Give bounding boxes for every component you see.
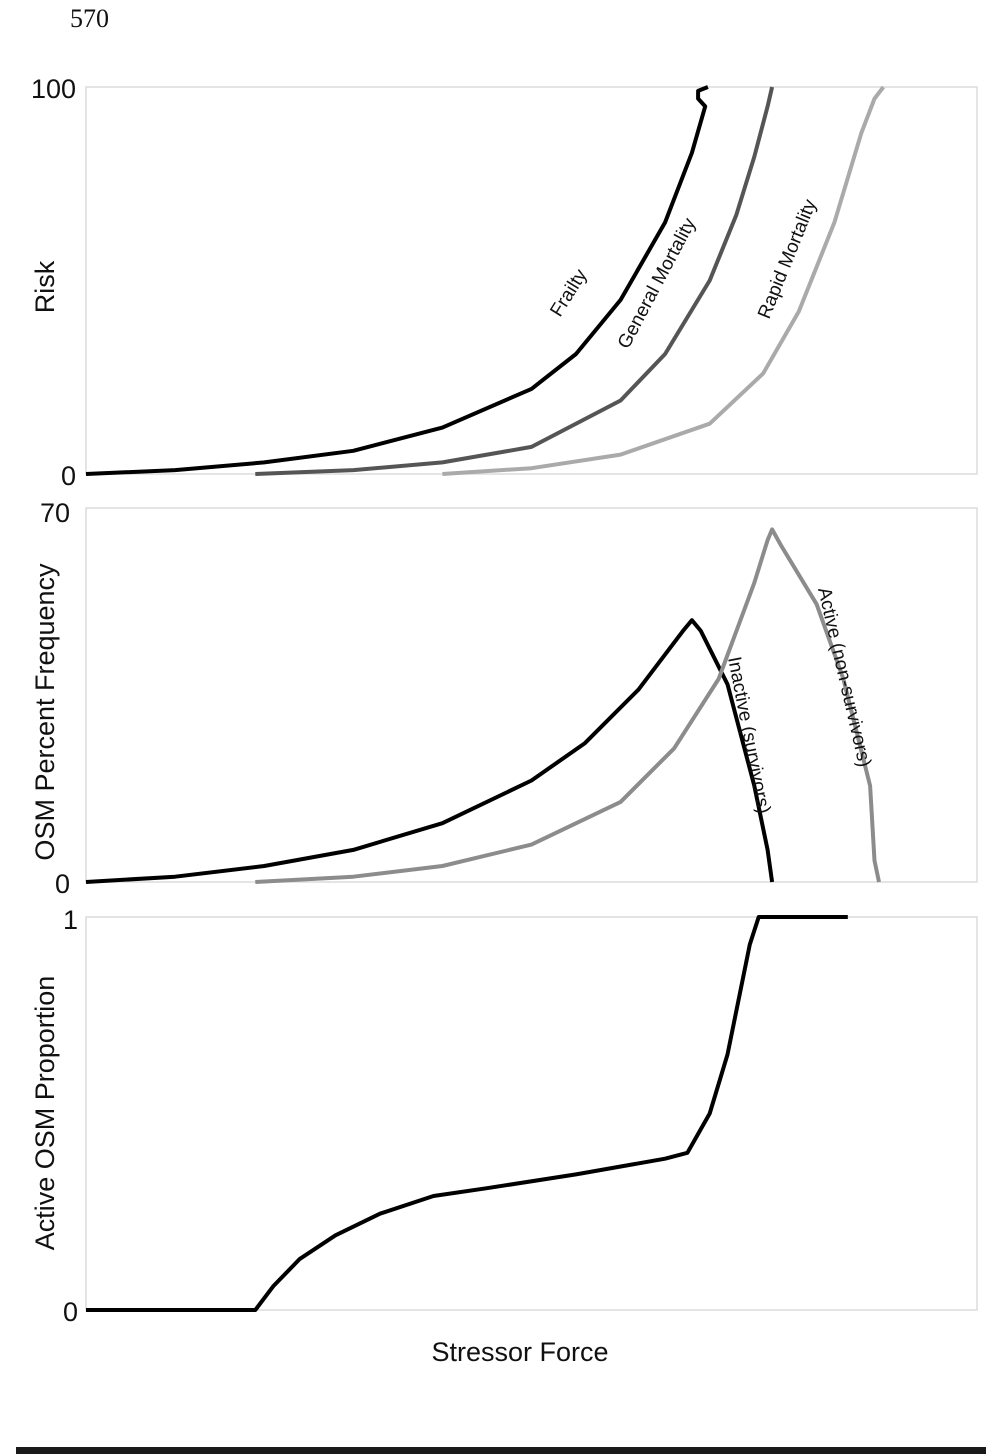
curve-label-inactive-survivors: Inactive (survivors) (723, 655, 774, 815)
plot-area-risk (85, 86, 978, 475)
y-tick-min-risk: 0 (61, 461, 76, 491)
y-axis-label-active-proportion: Active OSM Proportion (30, 976, 60, 1251)
x-axis-label: Stressor Force (431, 1337, 608, 1367)
series-rapid-mortality (442, 85, 885, 476)
y-tick-min-active-proportion: 0 (63, 1297, 78, 1327)
page-number: 570 (70, 4, 109, 33)
plot-area-osm-frequency (85, 507, 978, 883)
panel-active-proportion: 1 0 Active OSM Proportion (30, 905, 978, 1327)
series-general-mortality (255, 86, 775, 476)
series-inactive-survivors (85, 618, 775, 884)
series-frailty (85, 85, 709, 476)
y-axis-label-osm-frequency: OSM Percent Frequency (30, 563, 60, 861)
curve-label-active-non-survivors: Active (non-survivors) (813, 585, 875, 769)
y-tick-max-active-proportion: 1 (63, 905, 78, 935)
y-tick-min-osm-frequency: 0 (55, 869, 70, 899)
bottom-rule (16, 1447, 986, 1454)
series-active-non-survivors (255, 527, 881, 884)
panel-osm-frequency: 70 0 OSM Percent Frequency Inactive (sur… (30, 498, 978, 899)
y-axis-label-risk: Risk (30, 260, 60, 313)
y-tick-max-risk: 100 (31, 74, 76, 104)
plot-area-active-proportion (85, 916, 978, 1311)
curve-label-rapid-mortality: Rapid Mortality (754, 196, 821, 322)
y-tick-max-osm-frequency: 70 (40, 498, 70, 528)
panel-risk: 100 0 Risk Frailty General Mortality Rap… (30, 74, 978, 491)
series-active-osm-proportion (86, 915, 848, 1312)
curve-label-frailty: Frailty (546, 265, 591, 320)
